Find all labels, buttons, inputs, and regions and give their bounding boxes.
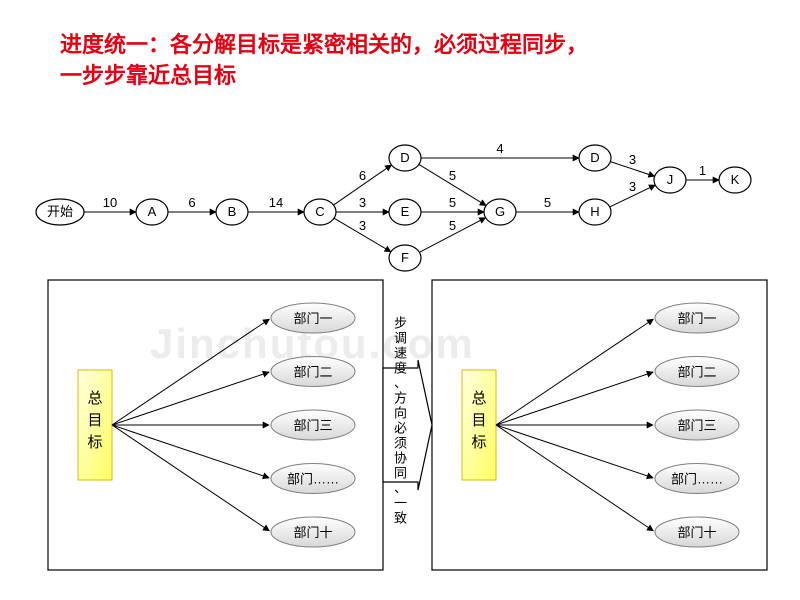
flow-node-label: B [228,204,237,219]
middle-arrow-text: 必 [394,421,407,436]
flow-network: 10 6 14 6 3 3 5 5 5 4 5 3 3 1 开始 A B C D E F G D H J K [36,141,751,271]
flow-node-label: C [315,204,324,219]
flow-edge-label: 4 [496,141,503,156]
tree-edge [496,372,653,425]
tree-edge [112,425,269,478]
diagram-canvas: 1061463355545331开始ABCDEFGDHJK 总目标部门一部门二部… [0,0,800,600]
flow-edge-label: 5 [449,168,456,183]
flow-edge-label: 3 [359,195,366,210]
flow-edge-label: 5 [449,218,456,233]
flow-edge-label: 10 [103,195,117,210]
middle-arrow-text: 速 [394,346,407,361]
middle-arrow-text: 一 [394,496,407,511]
dept-label: 部门一 [293,311,332,326]
dept-label: 部门一 [677,311,716,326]
middle-arrow-text: 须 [394,436,407,451]
flow-node-label: G [495,204,505,219]
middle-arrow-text: 度 [394,361,407,376]
flow-edge-label: 14 [269,195,283,210]
tree-edge [112,425,269,531]
flow-node-label: D [400,150,409,165]
root-goal-label: 目 [87,412,102,429]
dept-label: 部门三 [293,418,332,433]
dept-label: 部门…… [287,472,339,487]
flow-edge-label: 3 [629,152,636,167]
middle-arrow-text: 步 [394,316,407,331]
middle-arrow-text: 方 [394,391,407,406]
flow-edge-label: 1 [699,163,706,178]
dept-label: 部门十 [293,525,332,540]
root-goal-label: 总 [87,390,102,407]
middle-arrow-text: 、 [394,481,407,496]
dept-label: 部门十 [677,525,716,540]
flow-node-label: H [590,204,599,219]
dept-label: 部门二 [677,365,716,380]
root-goal-label: 标 [471,434,486,451]
root-goal-label: 总 [471,390,486,407]
flow-node-label: F [401,250,409,265]
tree-edge [496,425,653,531]
middle-arrow-text: 调 [394,331,407,346]
middle-arrow-text: 向 [394,406,407,421]
flow-node-label: 开始 [47,204,73,219]
flow-edge-label: 3 [359,218,366,233]
tree-edge [112,319,269,425]
big-arrow [383,360,432,490]
root-goal-label: 目 [471,412,486,429]
tree-edge [496,425,653,478]
tree-edge [112,372,269,425]
middle-arrow-text: 致 [394,511,407,526]
dept-label: 部门…… [671,472,723,487]
flow-node-label: J [667,172,674,187]
dept-label: 部门二 [293,365,332,380]
flow-edge-label: 6 [188,195,195,210]
flow-edge-label: 5 [449,195,456,210]
flow-node-label: A [148,204,157,219]
flow-node-label: E [401,204,410,219]
middle-arrow-text: 同 [394,466,407,481]
flow-edge-label: 6 [359,168,366,183]
tree-diagrams: 总目标部门一部门二部门三部门……部门十总目标部门一部门二部门三部门……部门十步调… [48,280,767,570]
dept-label: 部门三 [677,418,716,433]
middle-arrow-text: 、 [394,376,407,391]
flow-edge-label: 3 [629,179,636,194]
tree-edge [496,319,653,425]
flow-edge-label: 5 [544,195,551,210]
flow-node-label: K [731,172,740,187]
flow-node-label: D [590,150,599,165]
middle-arrow-text: 协 [394,451,407,466]
root-goal-label: 标 [87,434,102,451]
